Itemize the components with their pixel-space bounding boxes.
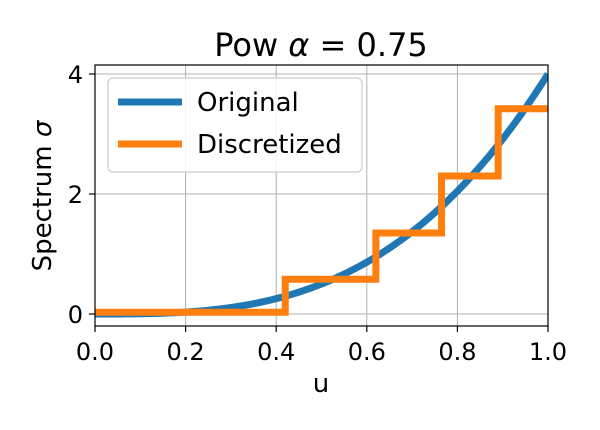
y-tick-label: 4	[68, 61, 83, 89]
y-tick-label: 0	[68, 301, 83, 329]
plot-frame	[94, 64, 549, 327]
series-line-discretized	[95, 105, 548, 316]
y-axis-label: Spectrum σ	[28, 119, 58, 271]
legend-label-original: Original	[197, 88, 299, 118]
chart-title: Pow α = 0.75	[214, 26, 428, 64]
x-tick-label: 0.6	[348, 338, 386, 366]
legend: Original Discretized	[107, 77, 363, 173]
y-tick-label: 2	[68, 181, 83, 209]
x-tick-label: 0.8	[438, 338, 476, 366]
x-tick-label: 0.2	[167, 338, 205, 366]
x-tick-label: 0.4	[257, 338, 295, 366]
x-axis-label: u	[313, 369, 329, 399]
x-tick-label: 0.0	[76, 338, 114, 366]
legend-label-discretized: Discretized	[197, 130, 342, 160]
series-layer	[95, 72, 548, 318]
x-tick-label: 1.0	[529, 338, 567, 366]
ticks: 0.0 0.2 0.4 0.6 0.8 1.0 0 2 4	[68, 61, 567, 366]
